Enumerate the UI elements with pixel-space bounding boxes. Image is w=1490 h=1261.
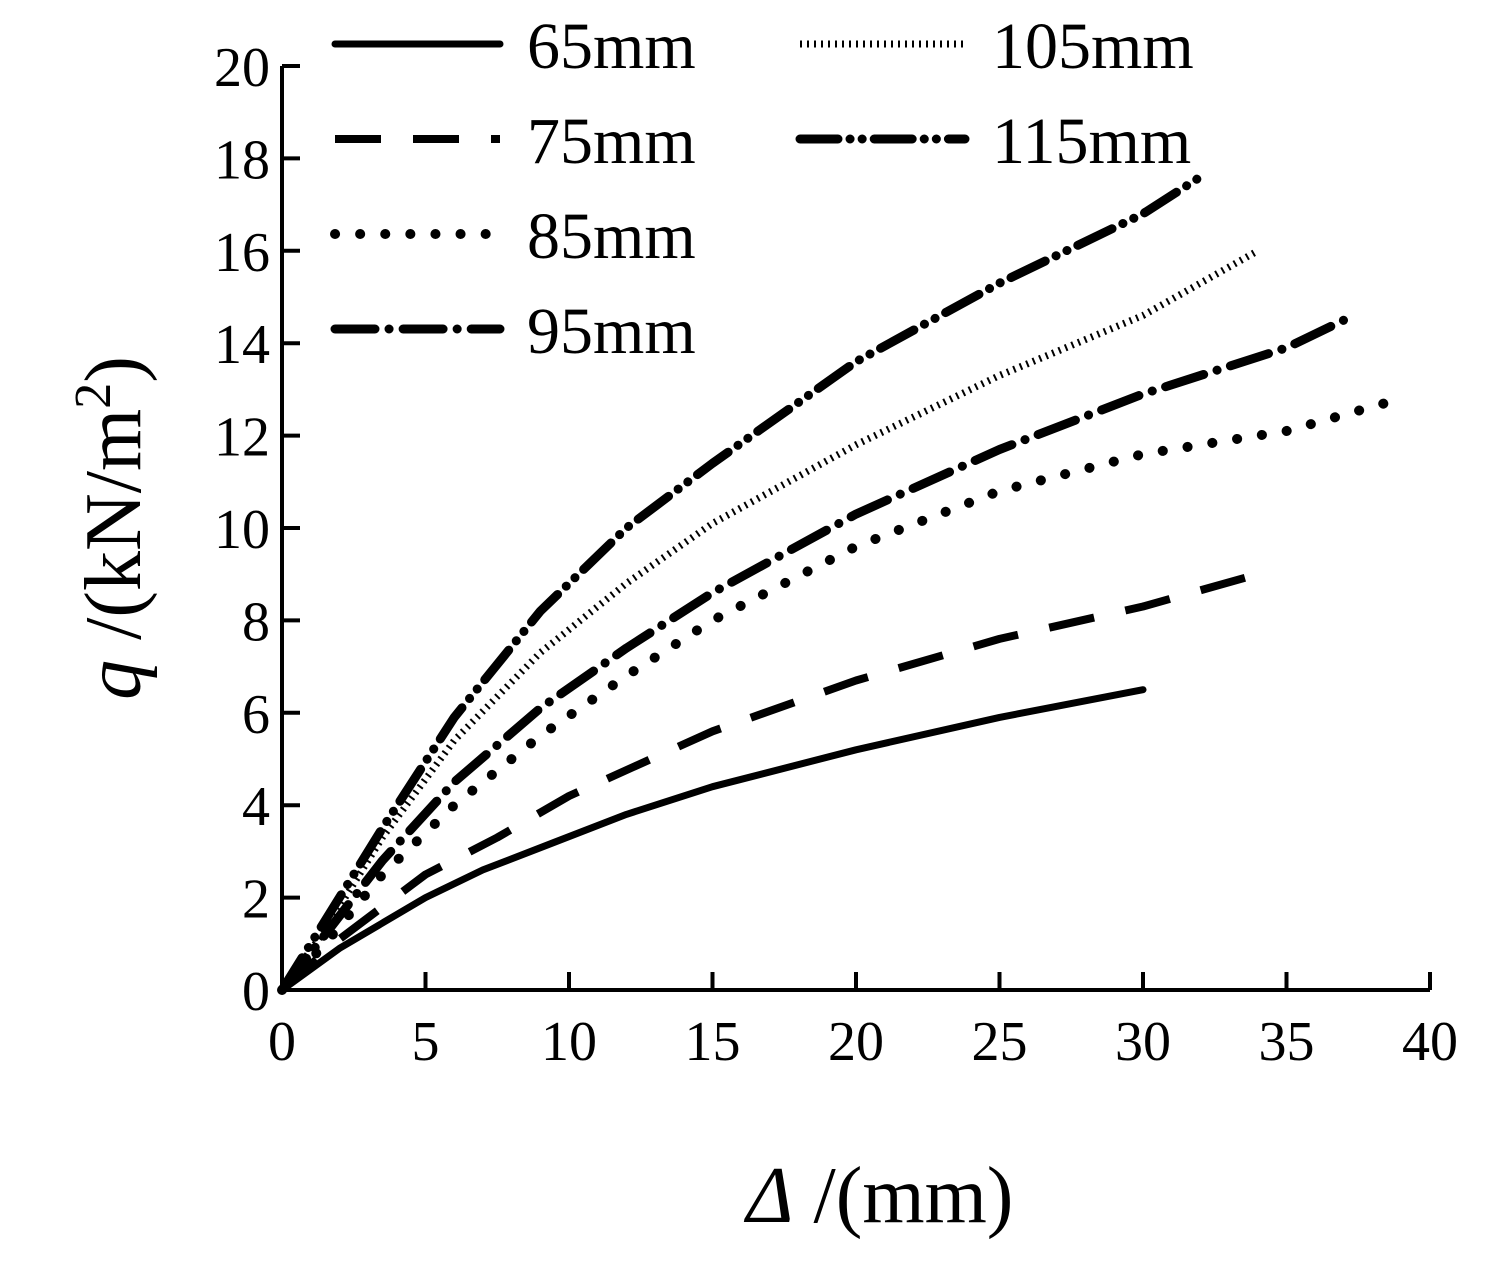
series-line-65mm [278, 686, 1147, 994]
y-tick-label: 8 [242, 591, 270, 653]
series-layer [277, 172, 1407, 995]
y-tick-label: 10 [214, 499, 270, 561]
x-tick-label: 0 [268, 1011, 296, 1073]
y-axis-unit-suffix: ) [70, 356, 158, 383]
x-tick-label: 20 [828, 1011, 884, 1073]
x-axis-symbol: Δ [744, 1152, 794, 1240]
legend-label-95mm: 95mm [527, 295, 696, 368]
series-line-95mm [277, 315, 1349, 995]
x-tick-label: 35 [1259, 1011, 1315, 1073]
y-ticks: 0 2 4 6 8 10 12 14 16 18 20 [214, 37, 300, 1023]
y-axis-unit-prefix: /(kN/m [70, 409, 158, 660]
x-tick-label: 5 [412, 1011, 440, 1073]
series-line-85mm [277, 393, 1407, 995]
y-tick-label: 18 [214, 129, 270, 191]
legend-label-85mm: 85mm [527, 200, 696, 273]
y-tick-label: 2 [242, 869, 270, 931]
y-axis-symbol: q [70, 660, 158, 700]
axes: 0 5 10 15 20 25 30 35 40 0 2 4 6 8 10 12 14 16 18 20 [214, 37, 1458, 1073]
y-tick-label: 16 [214, 222, 270, 284]
x-tick-label: 10 [541, 1011, 597, 1073]
y-tick-label: 20 [214, 37, 270, 99]
legend: 65mm 75mm 85mm 95mm 105mm 115mm [330, 10, 1194, 368]
x-axis-unit: /(mm) [793, 1152, 1013, 1240]
x-tick-label: 30 [1115, 1011, 1171, 1073]
legend-label-65mm: 65mm [527, 10, 696, 83]
series-line-115mm [277, 172, 1205, 995]
x-axis-label: Δ /(mm) [744, 1152, 1014, 1240]
legend-label-115mm: 115mm [992, 105, 1191, 178]
legend-label-75mm: 75mm [527, 105, 696, 178]
y-tick-label: 4 [242, 776, 270, 838]
y-tick-label: 0 [242, 961, 270, 1023]
x-tick-label: 25 [972, 1011, 1028, 1073]
x-tick-label: 15 [685, 1011, 741, 1073]
y-tick-label: 12 [214, 407, 270, 469]
y-tick-label: 14 [214, 314, 270, 376]
y-axis-unit-sup: 2 [65, 383, 122, 409]
y-axis-label: q /(kN/m2) [65, 356, 158, 700]
y-tick-label: 6 [242, 684, 270, 746]
x-tick-label: 40 [1402, 1011, 1458, 1073]
series-line-75mm [279, 570, 1259, 993]
series-line-105mm [279, 247, 1260, 993]
legend-label-105mm: 105mm [992, 10, 1194, 83]
x-ticks: 0 5 10 15 20 25 30 35 40 [268, 972, 1458, 1073]
